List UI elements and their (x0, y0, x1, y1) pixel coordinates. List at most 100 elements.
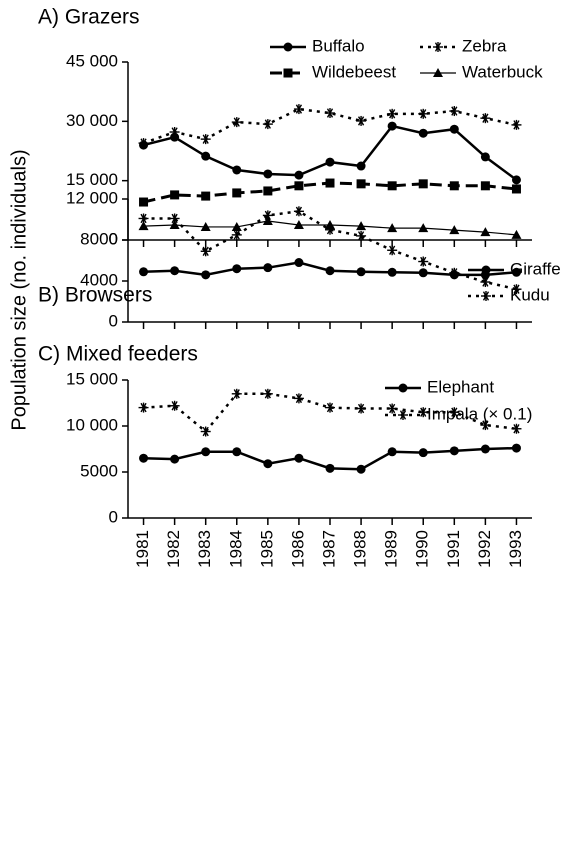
y-tick-label: 0 (109, 229, 118, 248)
x-tick-label: 1984 (226, 530, 245, 568)
legend-label: Kudu (510, 285, 550, 304)
x-tick-label: 1990 (413, 530, 432, 568)
marker (356, 161, 366, 171)
marker-shape (139, 267, 149, 277)
marker-shape (201, 270, 211, 280)
marker-shape (201, 191, 211, 201)
marker (387, 403, 398, 414)
marker-shape (449, 124, 459, 134)
x-tick-label: 1989 (382, 530, 401, 568)
legend-item: Giraffe (468, 259, 561, 278)
marker (449, 446, 459, 456)
marker (387, 121, 397, 131)
marker-shape (480, 181, 490, 191)
marker-shape (418, 179, 428, 189)
marker (262, 216, 273, 226)
marker (398, 410, 408, 420)
marker-shape (387, 121, 397, 131)
marker-shape (200, 221, 211, 231)
legend-item: Elephant (385, 377, 494, 396)
marker-shape (231, 221, 242, 231)
legend-label: Impala (× 0.1) (427, 404, 532, 423)
y-tick-label: 45 000 (66, 51, 118, 70)
y-tick-label: 5000 (80, 461, 118, 480)
marker (449, 407, 460, 418)
marker-shape (325, 463, 335, 473)
marker (201, 447, 211, 457)
marker-shape (139, 453, 149, 463)
marker (325, 108, 335, 119)
marker-shape (449, 446, 459, 456)
marker (293, 219, 304, 229)
marker (263, 169, 273, 179)
marker (418, 108, 429, 119)
x-tick-label: 1992 (475, 530, 494, 568)
marker (356, 464, 366, 474)
marker (283, 42, 293, 52)
y-tick-label: 15 000 (66, 369, 118, 388)
marker-shape (232, 165, 242, 175)
marker (511, 184, 521, 194)
marker-shape (139, 197, 149, 207)
marker-shape (356, 221, 367, 231)
legend-item: Wildebeest (270, 62, 396, 81)
y-tick-label: 0 (109, 507, 118, 526)
y-tick-label: 30 000 (66, 111, 118, 130)
marker (232, 447, 242, 457)
marker (356, 179, 366, 189)
marker (232, 165, 242, 175)
marker (387, 245, 398, 256)
marker (480, 152, 490, 162)
marker-shape (283, 68, 293, 78)
marker (138, 221, 149, 231)
marker (511, 443, 521, 453)
legend-label: Waterbuck (462, 62, 543, 81)
y-axis-label: Population size (no. individuals) (8, 149, 30, 430)
marker (262, 388, 273, 399)
marker (231, 221, 242, 231)
x-tick-label: 1983 (195, 530, 214, 568)
x-tick-label: 1991 (444, 530, 463, 568)
marker (449, 225, 460, 235)
marker (418, 268, 428, 278)
marker-shape (387, 267, 397, 277)
marker-shape (511, 175, 521, 185)
marker-shape (480, 444, 490, 454)
y-tick-label: 12 000 (66, 188, 118, 207)
marker (449, 267, 460, 278)
marker-shape (263, 263, 273, 273)
marker-shape (294, 258, 304, 268)
series-line (143, 124, 518, 181)
marker (418, 256, 429, 267)
marker (231, 117, 242, 128)
marker (231, 229, 242, 240)
marker (511, 284, 522, 295)
x-tick-label: 1985 (257, 530, 276, 568)
marker-shape (356, 179, 366, 189)
marker (480, 444, 490, 454)
marker-shape (511, 229, 522, 239)
marker-shape (232, 447, 242, 457)
legend-label: Zebra (462, 36, 507, 55)
marker (294, 170, 304, 180)
legend-item: Buffalo (270, 36, 365, 55)
marker (139, 453, 149, 463)
legend-label: Giraffe (510, 259, 561, 278)
marker (139, 267, 149, 277)
marker-shape (262, 216, 273, 226)
marker (511, 423, 522, 434)
marker (480, 227, 491, 237)
marker (418, 223, 429, 233)
marker (294, 258, 304, 268)
marker (356, 115, 367, 126)
x-tick-label: 1993 (506, 530, 525, 568)
marker (139, 197, 149, 207)
marker-shape (387, 447, 397, 457)
marker-shape (138, 221, 149, 231)
marker (418, 179, 428, 189)
y-tick-label: 8000 (80, 229, 118, 248)
marker (201, 270, 211, 280)
marker-shape (398, 383, 408, 393)
marker-shape (480, 227, 491, 237)
marker (169, 219, 180, 229)
